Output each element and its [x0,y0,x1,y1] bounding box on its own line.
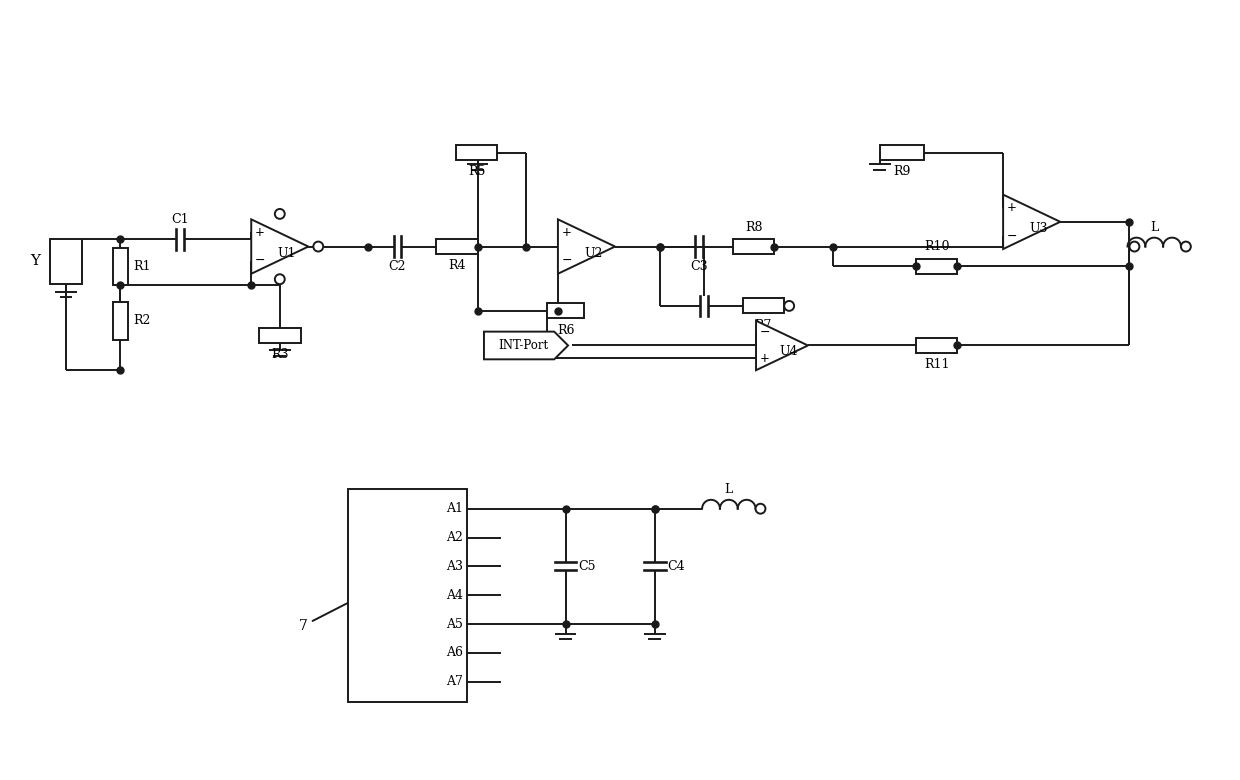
Text: R10: R10 [924,240,950,254]
Bar [916,259,957,274]
Circle shape [1180,242,1190,251]
Bar [879,145,924,160]
Text: +: + [760,352,770,365]
Text: C3: C3 [691,261,708,274]
Text: U2: U2 [584,246,603,260]
Text: Y: Y [30,254,40,268]
Circle shape [275,209,285,219]
Text: R7: R7 [755,319,773,332]
Text: A5: A5 [446,618,463,631]
Bar [743,299,784,314]
Text: R9: R9 [893,165,910,179]
Text: +: + [255,226,265,239]
Bar [547,303,584,318]
Text: A2: A2 [446,531,463,544]
Text: A3: A3 [445,560,463,573]
Text: +: + [1007,201,1017,215]
Text: −: − [255,254,265,268]
Text: C4: C4 [667,560,686,573]
Circle shape [275,275,285,284]
Bar [456,145,497,160]
Text: R5: R5 [467,165,485,179]
Text: A6: A6 [445,647,463,660]
Polygon shape [558,219,615,274]
Bar [259,328,300,343]
Circle shape [784,301,794,311]
Text: R2: R2 [133,314,150,328]
Text: R4: R4 [448,260,465,272]
Bar [733,239,774,254]
Text: −: − [562,254,572,268]
Text: C5: C5 [578,560,596,573]
Polygon shape [252,219,309,274]
Text: R1: R1 [133,260,151,273]
Polygon shape [484,332,568,360]
Text: A4: A4 [445,589,463,602]
Text: C1: C1 [171,213,188,226]
Text: C2: C2 [388,261,407,274]
Text: A7: A7 [446,675,463,688]
Text: L: L [724,483,733,496]
Text: R8: R8 [745,221,763,234]
Bar [348,489,466,702]
Bar [916,338,957,353]
Text: U3: U3 [1029,222,1048,235]
Text: −: − [760,326,770,339]
Circle shape [314,242,324,251]
Text: A1: A1 [445,502,463,516]
Text: R11: R11 [924,358,950,371]
Bar [436,239,477,254]
Circle shape [1130,242,1140,251]
Bar [113,302,128,339]
Text: L: L [1151,221,1158,234]
Text: −: − [1007,229,1017,243]
Text: U1: U1 [278,246,296,260]
Bar [50,239,82,284]
Text: 7: 7 [299,597,361,633]
Text: U4: U4 [779,345,797,358]
Circle shape [755,504,765,514]
Text: +: + [562,226,572,239]
Polygon shape [1003,195,1060,249]
Text: R3: R3 [272,349,289,361]
Text: INT-Port: INT-Port [498,339,548,352]
Text: R6: R6 [557,324,574,337]
Polygon shape [756,321,808,370]
Bar [113,247,128,285]
